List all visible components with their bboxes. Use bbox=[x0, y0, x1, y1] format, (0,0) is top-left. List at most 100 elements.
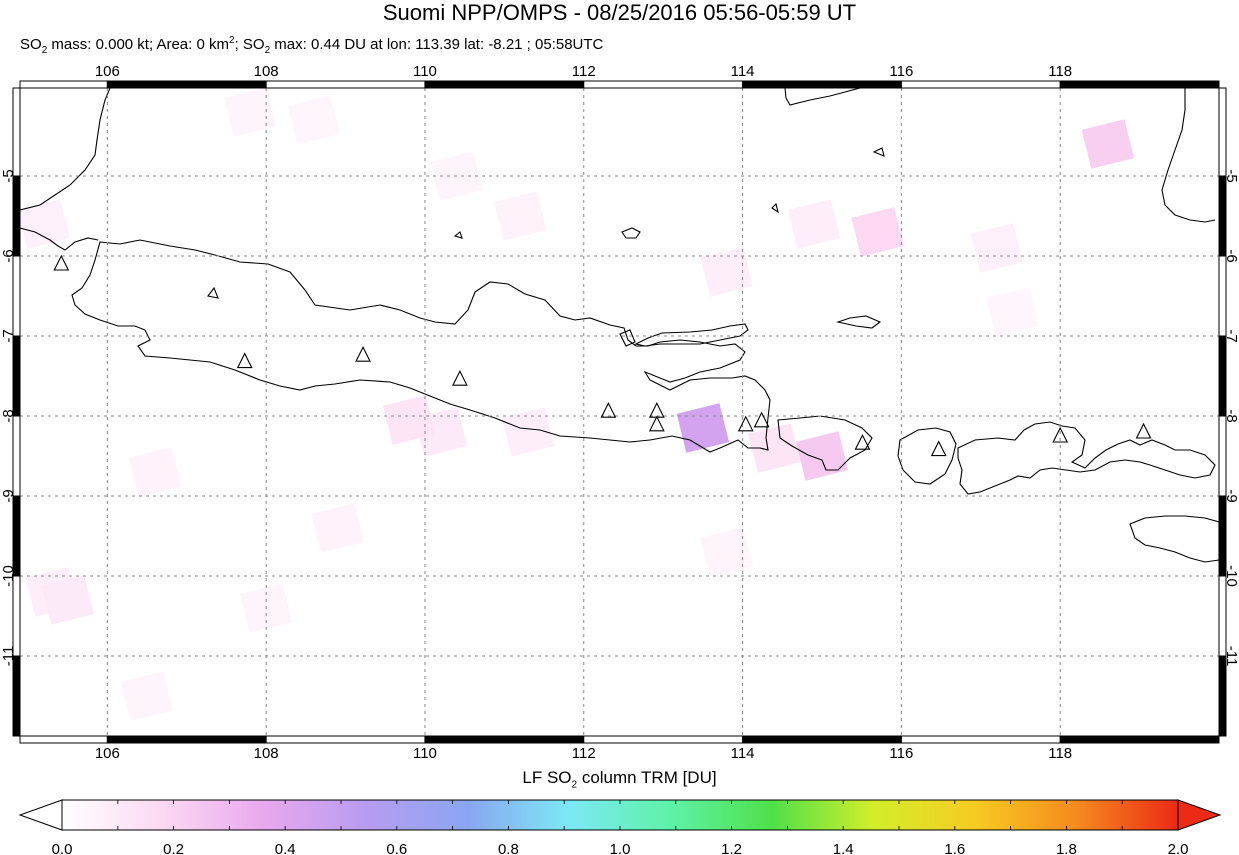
so2-pixel bbox=[382, 395, 436, 445]
triangle-icon bbox=[600, 401, 617, 418]
triangle-icon bbox=[236, 352, 253, 369]
colorbar-tick-label: 1.8 bbox=[1056, 841, 1077, 855]
coastline-sumba bbox=[1129, 515, 1219, 563]
lat-tick-label-left: -5 bbox=[0, 169, 17, 182]
frame-band-left bbox=[12, 335, 21, 417]
map-border bbox=[19, 87, 1220, 737]
triangle-icon bbox=[53, 254, 70, 271]
lat-tick-label-right: -10 bbox=[1223, 565, 1239, 587]
colorbar-gradient bbox=[61, 799, 1179, 831]
subtitle-sub: 2 bbox=[264, 45, 271, 56]
colorbar-title-part: LF SO bbox=[522, 768, 572, 787]
coastline-lombok bbox=[897, 427, 957, 485]
coastline-islet bbox=[619, 329, 636, 347]
so2-pixel bbox=[41, 575, 94, 625]
so2-pixel bbox=[676, 403, 730, 453]
lon-tick-label-top: 118 bbox=[1048, 63, 1072, 80]
frame-band-left bbox=[12, 495, 21, 577]
frame-band-left bbox=[12, 575, 21, 657]
coastline-karimun bbox=[453, 231, 463, 239]
so2-pixel bbox=[20, 199, 71, 249]
frame-band-right bbox=[1218, 495, 1227, 577]
lat-tick-label-left: -7 bbox=[0, 329, 17, 342]
lon-tick-label-top: 108 bbox=[254, 63, 279, 80]
coastline-sumbawa bbox=[957, 421, 1216, 495]
so2-pixel bbox=[787, 199, 841, 249]
map-frame bbox=[12, 80, 1227, 744]
lat-tick-label-right: -5 bbox=[1223, 169, 1239, 182]
frame-band-bottom bbox=[19, 735, 108, 744]
so2-pixel bbox=[748, 423, 801, 473]
triangle-icon bbox=[648, 401, 665, 418]
so2-pixel bbox=[128, 447, 182, 497]
triangle-icon bbox=[854, 433, 871, 450]
frame-band-left bbox=[12, 255, 21, 337]
subtitle-part: max: 0.44 DU at lon: 113.39 lat: -8.21 ;… bbox=[270, 36, 604, 53]
colorbar-tick-label: 1.0 bbox=[610, 841, 631, 855]
triangle-icon bbox=[1052, 426, 1069, 443]
map-panel: 106 106 108 108 110 110 112 112 114 114 116 116 118 1… bbox=[0, 63, 1239, 760]
lon-tick-label-bottom: 106 bbox=[95, 745, 120, 760]
lon-tick-label-bottom: 110 bbox=[413, 745, 437, 760]
lat-tick-label-right: -9 bbox=[1223, 489, 1239, 502]
frame-band-right bbox=[1218, 335, 1227, 417]
lat-tick-label-right: -7 bbox=[1223, 329, 1239, 342]
colorbar-tick-label: 0.0 bbox=[52, 841, 73, 855]
frame-band-bottom bbox=[900, 735, 1061, 744]
lon-tick-label-top: 110 bbox=[413, 63, 437, 80]
lon-tick-label-top: 114 bbox=[731, 63, 755, 80]
frame-band-left bbox=[12, 87, 21, 177]
frame-band-top bbox=[106, 80, 267, 89]
triangle-icon bbox=[452, 369, 468, 386]
triangle-icon bbox=[1135, 422, 1152, 439]
lat-tick-label-left: -10 bbox=[0, 565, 17, 587]
colorbar-tick-label: 1.2 bbox=[721, 841, 742, 855]
lon-tick-label-bottom: 118 bbox=[1048, 745, 1072, 760]
triangle-icon bbox=[737, 415, 754, 432]
colorbar-tick-label: 0.8 bbox=[498, 841, 519, 855]
lat-tick-label-left: -6 bbox=[0, 249, 17, 262]
so2-pixel bbox=[224, 88, 277, 137]
coastline-islet bbox=[207, 286, 219, 299]
frame-band-right bbox=[1218, 255, 1227, 337]
lat-tick-label-left: -11 bbox=[0, 646, 17, 667]
so2-pixel-layer bbox=[20, 88, 1135, 721]
so2-pixel bbox=[311, 503, 364, 553]
lat-tick-label-right: -6 bbox=[1223, 249, 1239, 262]
frame-band-top bbox=[1059, 80, 1220, 89]
lon-tick-label-top: 112 bbox=[572, 63, 596, 80]
subtitle-part: ; SO bbox=[234, 36, 265, 53]
map-subtitle: SO2 mass: 0.000 kt; Area: 0 km2; SO2 max… bbox=[20, 35, 603, 56]
colorbar-min-arrow bbox=[18, 799, 63, 831]
so2-pixel bbox=[502, 407, 555, 457]
frame-band-right bbox=[1218, 87, 1227, 177]
triangle-icon bbox=[753, 411, 770, 428]
map-title: Suomi NPP/OMPS - 08/25/2016 05:56-05:59 … bbox=[382, 0, 857, 25]
graticule-layer bbox=[20, 88, 1219, 736]
frame-band-bottom bbox=[265, 735, 426, 744]
subtitle-sub: 2 bbox=[41, 45, 48, 56]
frame-band-top bbox=[742, 80, 902, 89]
lat-tick-label-right: -11 bbox=[1223, 646, 1239, 667]
frame-band-top bbox=[583, 80, 744, 89]
frame-band-right bbox=[1218, 415, 1227, 497]
lon-tick-label-top: 116 bbox=[889, 63, 913, 80]
so2-pixel bbox=[700, 247, 753, 297]
colorbar-tick-label: 0.4 bbox=[275, 841, 296, 855]
so2-pixel bbox=[986, 287, 1039, 337]
coastline-madura bbox=[634, 323, 749, 347]
frame-band-right bbox=[1218, 175, 1227, 257]
lon-tick-label-bottom: 112 bbox=[572, 745, 596, 760]
colorbar-tick-label: 2.0 bbox=[1168, 841, 1189, 855]
coastline-bawean bbox=[621, 227, 641, 239]
coastline-islet bbox=[872, 147, 885, 157]
frame-band-left bbox=[12, 415, 21, 497]
frame-band-bottom bbox=[583, 735, 744, 744]
frame-band-top bbox=[900, 80, 1061, 89]
frame-band-bottom bbox=[1059, 735, 1220, 744]
colorbar: 0.0 0.2 0.4 0.6 0.8 1.0 1.2 1.4 1.6 1.8 2.0 bbox=[18, 799, 1222, 855]
triangle-icon bbox=[930, 440, 947, 457]
coastline-sumatra bbox=[20, 88, 111, 211]
coastline-java bbox=[71, 239, 771, 453]
coastline-sumatra-south bbox=[20, 227, 99, 251]
